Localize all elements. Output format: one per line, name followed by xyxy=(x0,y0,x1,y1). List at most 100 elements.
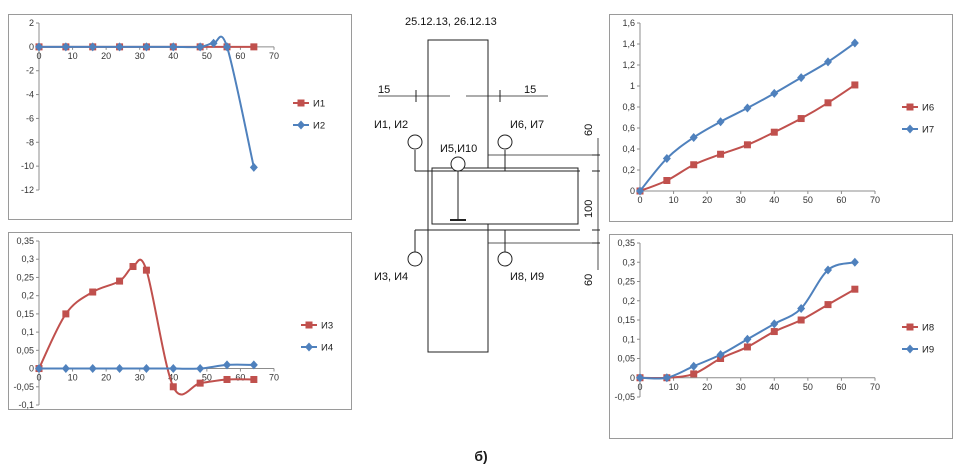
y-tick-label: 0,2 xyxy=(21,291,34,301)
y-tick-label: 0,3 xyxy=(21,254,34,264)
y-tick-label: 1,2 xyxy=(622,60,635,70)
x-tick-label: 20 xyxy=(101,51,111,61)
data-point-И6 xyxy=(717,150,725,158)
x-tick-label: 30 xyxy=(135,373,145,383)
data-point-И2 xyxy=(142,42,151,52)
data-point-И4 xyxy=(169,364,178,374)
label-i3-i4: И3, И4 xyxy=(374,271,408,283)
data-point-И2 xyxy=(169,42,178,52)
y-tick-label: 0 xyxy=(29,364,34,374)
legend-marker-И6 xyxy=(906,103,914,111)
x-tick-label: 10 xyxy=(669,382,679,392)
y-tick-label: 1,4 xyxy=(622,39,635,49)
data-point-И7 xyxy=(716,117,725,127)
x-tick-label: 40 xyxy=(168,51,178,61)
data-point-И6 xyxy=(690,161,698,169)
data-point-И9 xyxy=(797,303,806,313)
data-point-И6 xyxy=(824,99,832,107)
x-tick-label: 30 xyxy=(736,382,746,392)
x-tick-label: 70 xyxy=(269,51,279,61)
y-tick-label: -10 xyxy=(21,161,34,171)
x-tick-label: 20 xyxy=(101,373,111,383)
dim-bottom-label: 60 xyxy=(583,274,595,286)
data-point-И9 xyxy=(689,361,698,371)
gauge-i8-i9-icon xyxy=(497,251,513,267)
data-point-И8 xyxy=(690,370,698,378)
label-i1-i2: И1, И2 xyxy=(374,119,408,131)
legend-label-И1: И1 xyxy=(313,99,325,110)
data-point-И6 xyxy=(770,128,778,136)
data-point-И7 xyxy=(770,88,779,98)
legend-marker-И2 xyxy=(297,120,305,130)
gauge-i1-i2-icon xyxy=(407,134,423,150)
data-point-И2 xyxy=(196,42,205,52)
y-tick-label: -6 xyxy=(26,113,34,123)
data-point-И9 xyxy=(662,373,671,383)
data-point-И2 xyxy=(61,42,70,52)
y-tick-label: 0,15 xyxy=(16,309,34,319)
data-point-И3 xyxy=(250,375,258,383)
legend-label-И7: И7 xyxy=(922,125,934,136)
data-point-И3 xyxy=(223,375,231,383)
x-tick-label: 20 xyxy=(702,195,712,205)
y-tick-label: 0,05 xyxy=(16,345,34,355)
dim-top-label: 60 xyxy=(583,124,595,136)
dim-mid-label: 100 xyxy=(583,200,595,218)
chart-panel-i3-i4: 0,35 0,3 0,25 0,2 0,15 0,1 0,05 0 -0,05 -0,1 0 10 20… xyxy=(8,232,352,410)
y-tick-label: 0,4 xyxy=(622,144,635,154)
series-line-И8 xyxy=(639,288,856,380)
y-tick-label: 0,25 xyxy=(617,277,635,287)
x-tick-label: 20 xyxy=(702,382,712,392)
y-tick-label: 0,15 xyxy=(617,315,635,325)
y-tick-label: -0,05 xyxy=(614,392,635,402)
figure-caption: б) xyxy=(474,448,488,464)
y-tick-label: -0,05 xyxy=(13,382,34,392)
x-tick-label: 40 xyxy=(168,373,178,383)
data-point-И9 xyxy=(850,257,859,267)
y-tick-label: -8 xyxy=(26,137,34,147)
x-tick-label: 10 xyxy=(68,51,78,61)
label-i8-i9: И8, И9 xyxy=(510,271,544,283)
gauge-i6-i7-icon xyxy=(497,134,513,150)
x-tick-label: 60 xyxy=(235,373,245,383)
y-tick-label: 1,6 xyxy=(622,18,635,28)
x-tick-label: 50 xyxy=(803,382,813,392)
data-point-И6 xyxy=(797,115,805,123)
data-point-И8 xyxy=(743,343,751,351)
x-tick-label: 50 xyxy=(202,51,212,61)
legend-marker-И7 xyxy=(906,124,914,134)
legend-marker-И4 xyxy=(305,342,313,352)
y-tick-label: 0 xyxy=(630,186,635,196)
y-tick-label: 0,25 xyxy=(16,272,34,282)
data-point-И7 xyxy=(797,73,806,83)
data-point-И3 xyxy=(196,379,204,387)
y-tick-label: 2 xyxy=(29,18,34,28)
label-i6-i7: И6, И7 xyxy=(510,119,544,131)
x-tick-label: 60 xyxy=(235,51,245,61)
series-line-И9 xyxy=(639,261,856,380)
chart-svg-i3-i4: 0,350,30,250,20,150,10,050-0,05-0,10 10 20… xyxy=(13,236,333,410)
data-point-И9 xyxy=(716,350,725,360)
chart-panel-i1-i2: 2 0 -2 -4 -6 -8 -10 -12 0 10 20 30 40 50 60 70 И1 И2 xyxy=(8,14,352,220)
data-point-И2 xyxy=(209,38,218,48)
x-tick-label: 40 xyxy=(769,382,779,392)
data-point-И2 xyxy=(249,162,258,172)
data-point-И2 xyxy=(88,42,97,52)
gauge-i5-i10-icon xyxy=(450,156,466,172)
data-point-И3 xyxy=(116,277,124,285)
x-tick-label: 40 xyxy=(769,195,779,205)
data-point-И3 xyxy=(129,263,137,271)
label-i5-i10: И5,И10 xyxy=(440,143,477,155)
dim-right-label: 15 xyxy=(524,84,536,96)
x-tick-label: 70 xyxy=(269,373,279,383)
dim-left-label: 15 xyxy=(378,84,390,96)
legend-label-И4: И4 xyxy=(321,343,333,354)
y-tick-label: 1 xyxy=(630,81,635,91)
y-tick-label: 0,05 xyxy=(617,354,635,364)
x-tick-label: 30 xyxy=(135,51,145,61)
data-point-И4 xyxy=(115,364,124,374)
x-tick-label: 70 xyxy=(870,382,880,392)
legend-label-И6: И6 xyxy=(922,103,934,114)
gauge-i3-i4-icon xyxy=(407,251,423,267)
diagram-dates: 25.12.13, 26.12.13 xyxy=(405,16,497,28)
